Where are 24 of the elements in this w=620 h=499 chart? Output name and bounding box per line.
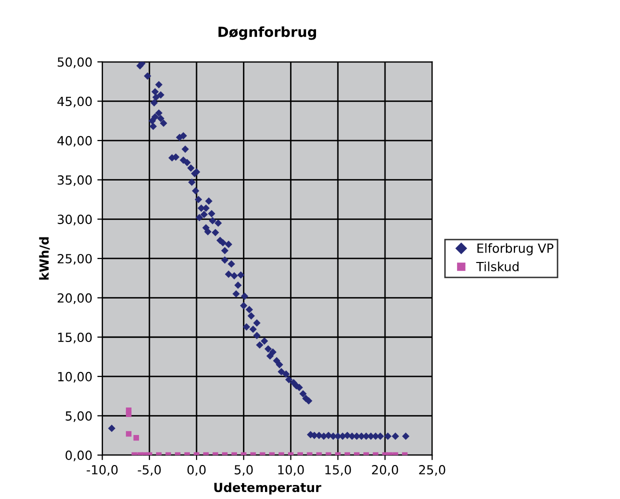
y-tick-label: 15,00 bbox=[58, 332, 92, 344]
legend-label: Tilskud bbox=[476, 262, 519, 272]
y-tick-label: 35,00 bbox=[58, 175, 92, 186]
y-tick-label: 20,00 bbox=[58, 293, 92, 304]
y-tick-label: 30,00 bbox=[58, 214, 92, 226]
y-tick-label: 45,00 bbox=[57, 96, 92, 108]
x-tick-label: 20,0 bbox=[372, 465, 398, 476]
x-tick-label: -5,0 bbox=[138, 465, 161, 476]
x-tick-label: 10,0 bbox=[278, 465, 304, 476]
y-tick-label: 50,00 bbox=[58, 57, 92, 68]
x-tick-label: 5,0 bbox=[234, 465, 253, 476]
y-axis-title: kWh/d bbox=[39, 237, 50, 280]
y-tick-label: 5,00 bbox=[66, 411, 92, 422]
x-axis-title: Udetemperatur bbox=[214, 482, 322, 495]
chart-title: Døgnforbrug bbox=[218, 26, 316, 40]
x-tick-label: 0,0 bbox=[187, 465, 206, 476]
y-tick-label: 25,00 bbox=[58, 254, 92, 265]
x-tick-label: 15,0 bbox=[325, 465, 351, 476]
x-tick-label: 25,0 bbox=[419, 465, 446, 476]
legend-label: Elforbrug VP bbox=[477, 243, 554, 256]
y-tick-label: 10,00 bbox=[58, 372, 92, 383]
y-tick-label: 0,00 bbox=[66, 450, 92, 462]
y-tick-label: 40,00 bbox=[57, 136, 92, 147]
x-tick-label: -10,0 bbox=[86, 465, 118, 476]
